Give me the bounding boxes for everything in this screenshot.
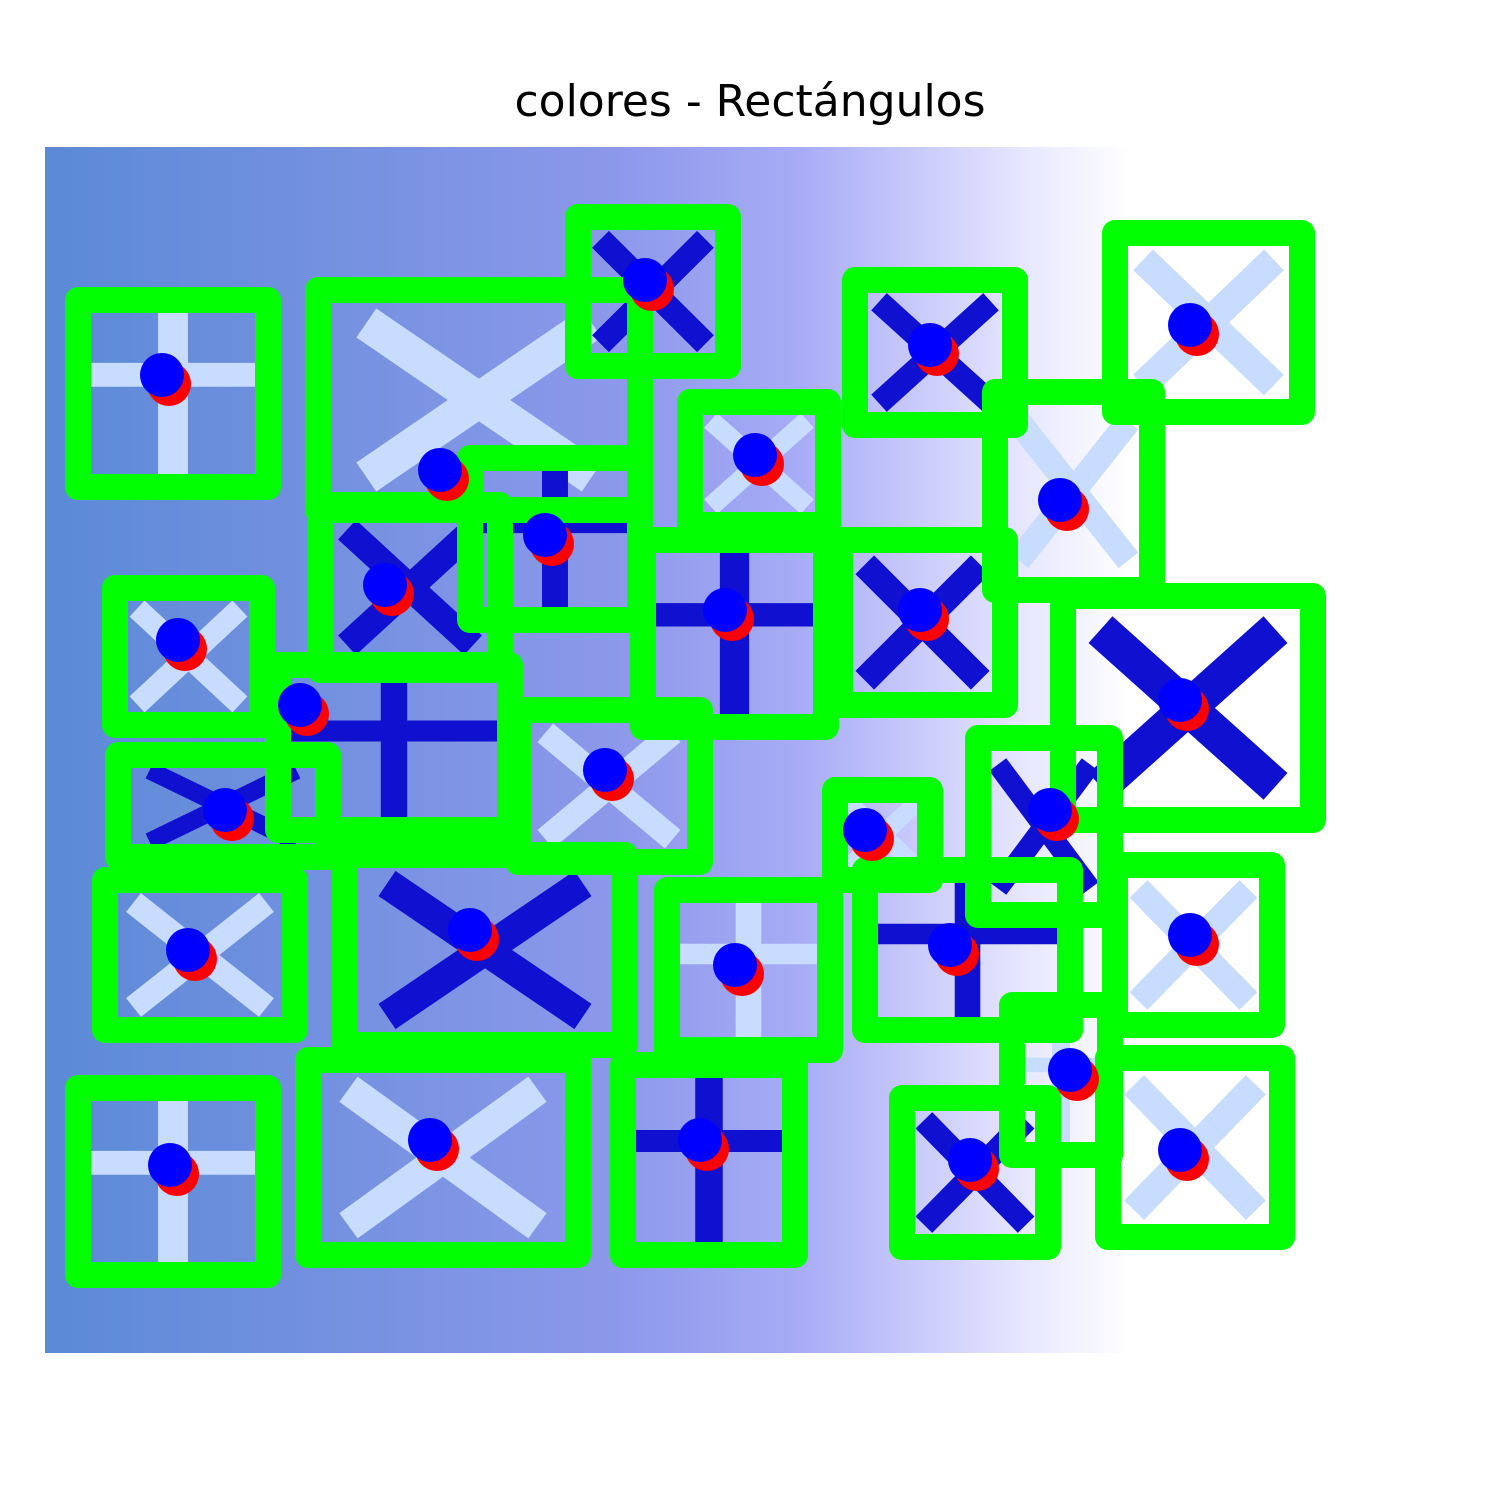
detection-box xyxy=(677,389,841,538)
detection-box xyxy=(842,267,1028,438)
centroid-marker-blue xyxy=(448,908,492,952)
centroid-marker-blue xyxy=(678,1118,722,1162)
centroid-marker-blue xyxy=(418,448,462,492)
centroid-marker-blue xyxy=(166,928,210,972)
detection-box xyxy=(610,1052,808,1268)
centroid-marker-blue xyxy=(623,258,667,302)
detection-box xyxy=(102,575,275,738)
figure-title: colores - Rectángulos xyxy=(514,76,986,127)
detection-box xyxy=(827,527,1018,718)
detection-box xyxy=(1095,1045,1295,1250)
detection-box xyxy=(332,842,638,1058)
detection-box xyxy=(565,204,741,379)
detection-box xyxy=(295,1047,591,1268)
detection-box xyxy=(654,877,843,1063)
detection-box xyxy=(852,857,1083,1043)
centroid-marker-blue xyxy=(523,513,567,557)
centroid-marker-blue xyxy=(928,923,972,967)
detection-box xyxy=(65,1075,281,1288)
centroid-marker-blue xyxy=(148,1143,192,1187)
centroid-marker-blue xyxy=(156,618,200,662)
detection-box xyxy=(630,527,839,740)
centroid-marker-blue xyxy=(898,588,942,632)
centroid-marker-blue xyxy=(713,943,757,987)
centroid-marker-blue xyxy=(1038,478,1082,522)
centroid-marker-blue xyxy=(1158,678,1202,722)
detection-box xyxy=(92,867,308,1043)
centroid-marker-blue xyxy=(1048,1048,1092,1092)
centroid-marker-blue xyxy=(140,353,184,397)
detection-box xyxy=(1050,583,1326,833)
centroid-marker-blue xyxy=(278,683,322,727)
detection-box xyxy=(105,742,341,870)
detection-box xyxy=(65,287,281,500)
centroid-marker-blue xyxy=(733,433,777,477)
detection-box xyxy=(965,725,1123,928)
centroid-marker-blue xyxy=(1158,1128,1202,1172)
centroid-marker-blue xyxy=(363,563,407,607)
star-glyph xyxy=(288,677,500,822)
centroid-marker-blue xyxy=(1168,913,1212,957)
centroid-marker-blue xyxy=(843,808,887,852)
centroid-marker-blue xyxy=(1028,788,1072,832)
centroid-marker-blue xyxy=(583,748,627,792)
centroid-marker-blue xyxy=(948,1138,992,1182)
detection-box xyxy=(1102,852,1285,1038)
centroid-marker-blue xyxy=(908,323,952,367)
centroid-marker-blue xyxy=(1168,303,1212,347)
detection-box xyxy=(1102,220,1315,425)
detection-box xyxy=(889,1085,1061,1260)
centroid-marker-blue xyxy=(703,588,747,632)
centroid-marker-blue xyxy=(408,1118,452,1162)
centroid-marker-blue xyxy=(203,788,247,832)
